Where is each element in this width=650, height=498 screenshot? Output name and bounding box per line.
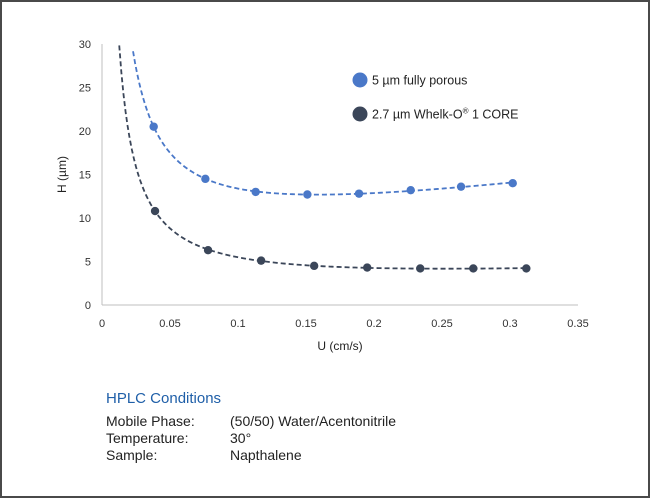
data-point-series-2 (256, 256, 266, 265)
x-tick-label: 0.3 (502, 318, 517, 330)
condition-value: (50/50) Water/Acentonitrile (230, 413, 396, 429)
legend-label-part: 1 CORE (468, 108, 518, 122)
x-tick-label: 0 (99, 318, 105, 330)
hplc-conditions: HPLC Conditions Mobile Phase: (50/50) Wa… (106, 390, 606, 464)
y-tick-label: 0 (85, 300, 91, 312)
data-point-series-1 (508, 179, 517, 188)
data-point-series-2 (522, 264, 531, 273)
legend-label: 2.7 µm Whelk-O® 1 CORE (372, 107, 518, 122)
data-point-series-1 (149, 122, 158, 131)
conditions-title: HPLC Conditions (106, 390, 222, 407)
trendline-series-2 (118, 45, 527, 270)
x-tick-label: 0.05 (159, 318, 180, 330)
y-tick-label: 30 (79, 39, 91, 51)
condition-label: Mobile Phase: (106, 413, 195, 429)
x-tick-label: 0.1 (230, 318, 245, 330)
condition-row-temperature: Temperature: 30° (106, 430, 606, 447)
x-tick-label: 0.35 (567, 318, 588, 330)
y-tick-label: 15 (79, 170, 91, 182)
registered-mark: ® (463, 107, 469, 116)
data-point-series-2 (416, 264, 425, 273)
data-point-series-2 (309, 261, 319, 271)
y-tick-label: 25 (79, 83, 91, 95)
condition-label: Sample: (106, 447, 158, 463)
plot-area: 0 5 10 15 20 25 30 0 0.05 0.1 0.15 0.2 0.25 0.3 0.35 U … (55, 39, 589, 353)
y-tick-label: 20 (79, 126, 91, 138)
condition-row-sample: Sample: Napthalene (106, 447, 606, 464)
x-tick-label: 0.25 (431, 318, 452, 330)
data-point-series-2 (203, 245, 213, 255)
legend-marker (352, 72, 368, 88)
y-tick-label: 10 (79, 213, 91, 225)
trendline-series-1 (132, 51, 513, 196)
legend-marker (352, 106, 368, 122)
x-tick-label: 0.2 (366, 318, 381, 330)
data-point-series-1 (201, 174, 210, 184)
data-point-series-2 (469, 264, 478, 273)
condition-label: Temperature: (106, 430, 189, 446)
data-point-series-1 (456, 182, 466, 191)
y-axis-title: H (µm) (55, 156, 69, 193)
x-axis-title: U (cm/s) (317, 339, 362, 353)
data-point-series-1 (303, 190, 312, 199)
data-point-series-1 (354, 189, 364, 198)
x-tick-label: 0.15 (295, 318, 316, 330)
legend-label-part: 2.7 µm Whelk-O (372, 108, 463, 122)
data-point-series-1 (251, 187, 260, 197)
legend-label: 5 µm fully porous (372, 74, 467, 88)
condition-value: Napthalene (230, 447, 302, 463)
data-point-series-2 (150, 206, 160, 216)
data-point-series-2 (363, 263, 372, 272)
condition-value: 30° (230, 430, 252, 446)
condition-row-mobile-phase: Mobile Phase: (50/50) Water/Acentonitril… (106, 413, 606, 430)
data-point-series-1 (406, 185, 415, 195)
y-tick-label: 5 (85, 257, 91, 269)
